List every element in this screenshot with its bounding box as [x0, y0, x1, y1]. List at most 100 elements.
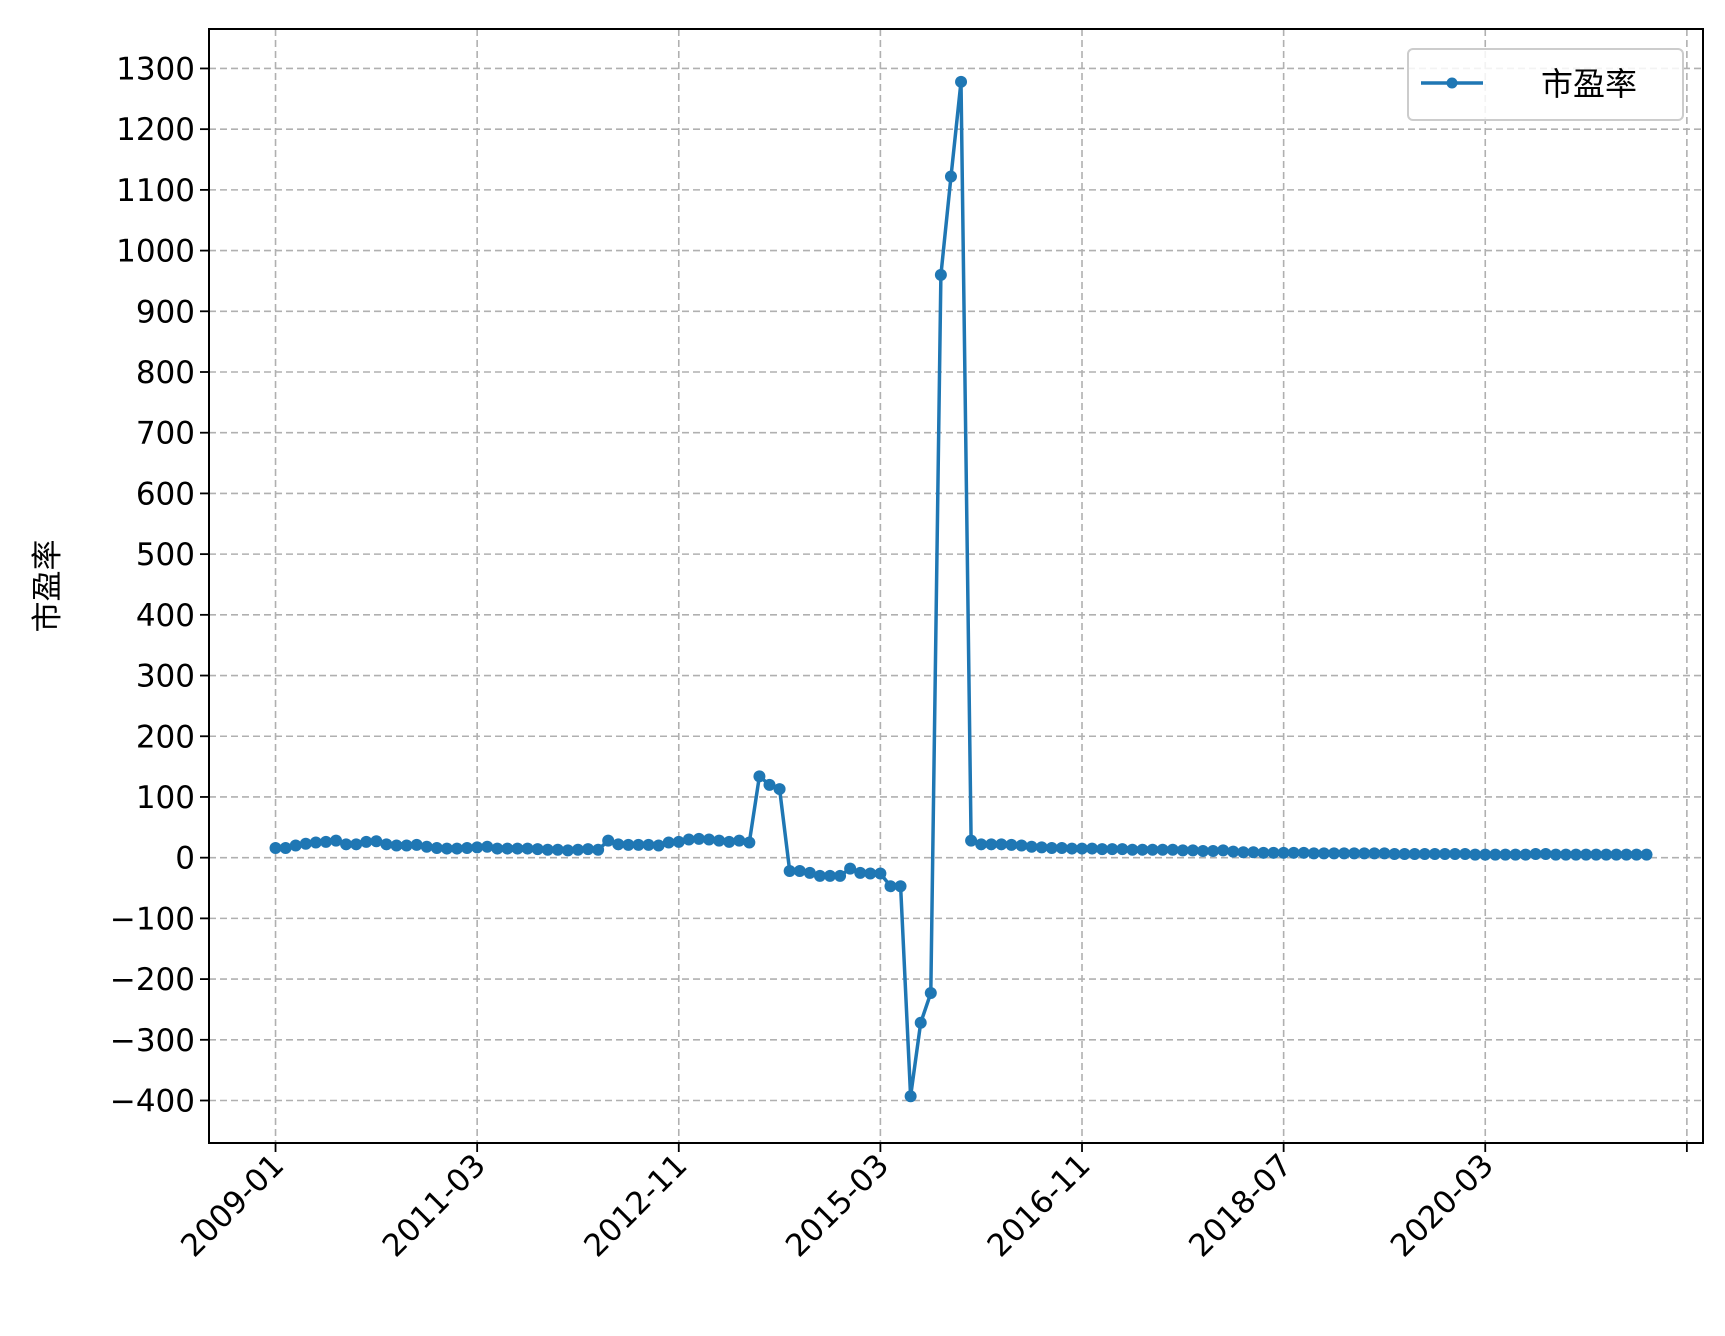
data-point [450, 842, 463, 855]
data-point [1176, 844, 1189, 857]
data-point [803, 866, 816, 879]
x-tick-label: 2018-07 [1182, 1147, 1299, 1264]
y-tick-label: 500 [136, 537, 195, 573]
data-point [813, 869, 826, 882]
data-point [1418, 848, 1431, 861]
data-point [632, 838, 645, 851]
data-point [1489, 848, 1502, 861]
data-point [1116, 843, 1129, 856]
data-point [1227, 845, 1240, 858]
data-point [380, 838, 393, 851]
data-point [1529, 848, 1542, 861]
x-tick-label: 2011-03 [376, 1147, 493, 1264]
grid [209, 29, 1703, 1143]
data-point [1035, 841, 1048, 854]
data-point [1277, 846, 1290, 859]
data-point [1025, 840, 1038, 853]
legend-entry-label: 市盈率 [1541, 65, 1637, 103]
legend-box [1407, 48, 1684, 121]
data-point [1307, 847, 1320, 860]
x-tick-label: 2020-03 [1384, 1147, 1501, 1264]
data-point [1620, 848, 1633, 861]
data-point [662, 836, 675, 849]
data-point [1479, 848, 1492, 861]
y-tick-label: 800 [136, 355, 195, 391]
data-point [672, 835, 685, 848]
data-point [652, 839, 665, 852]
data-point [541, 843, 554, 856]
data-point [420, 840, 433, 853]
data-point [1328, 847, 1341, 860]
legend: 市盈率 [1407, 48, 1684, 121]
data-point [864, 867, 877, 880]
data-point [854, 866, 867, 879]
data-point [823, 869, 836, 882]
data-point [1055, 841, 1068, 854]
data-point [834, 869, 847, 882]
data-point [289, 839, 302, 852]
data-point [985, 838, 998, 851]
data-point [491, 842, 504, 855]
data-point [1045, 841, 1058, 854]
data-point [1005, 838, 1018, 851]
series-layer [269, 75, 1653, 1103]
data-point [622, 838, 635, 851]
data-point [1398, 848, 1411, 861]
data-point [582, 843, 595, 856]
y-tick-label: 600 [136, 476, 195, 512]
data-point [1166, 843, 1179, 856]
data-point [430, 841, 443, 854]
data-point [692, 832, 705, 845]
plot-frame [208, 28, 1704, 1144]
y-tick-label: 300 [136, 659, 195, 695]
data-point [350, 838, 363, 851]
data-point [461, 841, 474, 854]
y-tick-label: 1100 [116, 173, 195, 209]
data-point [1408, 848, 1421, 861]
x-axis: 2009-01 2011-03 2012-11 2015-03 2016-11 2018-… [174, 1143, 1688, 1264]
data-point [924, 987, 937, 1000]
data-point [1267, 846, 1280, 859]
data-point [733, 834, 746, 847]
data-point [1207, 844, 1220, 857]
data-point [551, 843, 564, 856]
data-point [944, 170, 957, 183]
y-tick-label: 900 [136, 294, 195, 330]
x-tick-label: 2016-11 [981, 1147, 1098, 1264]
data-point [1469, 848, 1482, 861]
data-point [894, 880, 907, 893]
data-point [1076, 842, 1089, 855]
data-point [642, 838, 655, 851]
data-point [955, 75, 968, 88]
data-point [1580, 848, 1593, 861]
y-tick-label: 100 [136, 780, 195, 816]
data-point [360, 835, 373, 848]
x-tick-label: 2009-01 [174, 1147, 291, 1264]
data-point [612, 838, 625, 851]
data-point [1590, 848, 1603, 861]
data-point [1287, 846, 1300, 859]
data-point [481, 840, 494, 853]
data-point [1096, 843, 1109, 856]
data-point [269, 841, 282, 854]
data-point [410, 838, 423, 851]
data-point [592, 843, 605, 856]
data-point [1499, 848, 1512, 861]
series-line [275, 80, 1647, 1099]
data-point [1086, 842, 1099, 855]
data-point [1378, 847, 1391, 860]
legend-marker-swatch [1446, 77, 1458, 89]
y-tick-label: 400 [136, 598, 195, 634]
data-point [1559, 848, 1572, 861]
data-point [309, 836, 322, 849]
data-point [682, 833, 695, 846]
data-point [370, 835, 383, 848]
data-point [531, 843, 544, 856]
data-point [934, 268, 947, 281]
data-point [1217, 844, 1230, 857]
data-point [1156, 843, 1169, 856]
data-point [1196, 844, 1209, 857]
data-point [299, 837, 312, 850]
